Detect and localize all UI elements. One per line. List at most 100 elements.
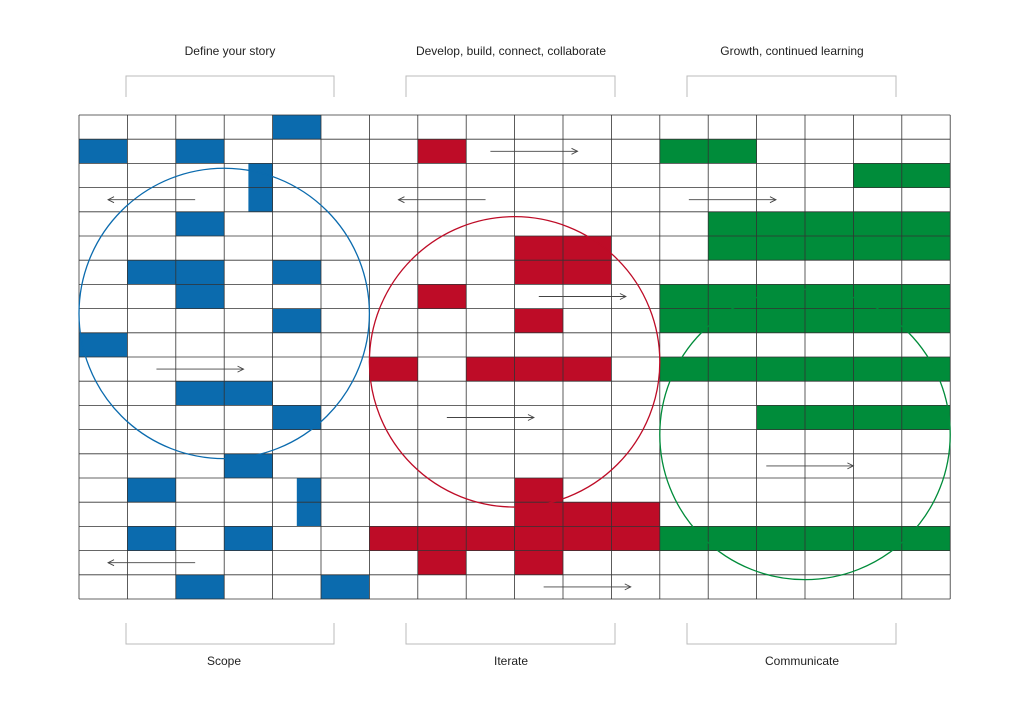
blue-cell [175, 211, 225, 236]
cells-layer [79, 115, 951, 599]
green-cell [756, 526, 805, 551]
blue-cell [224, 526, 273, 551]
section-bottom-label-iterate: Iterate [493, 654, 529, 668]
section-bottom-label-scope: Scope [206, 654, 242, 668]
bottom-bracket [686, 623, 897, 645]
green-cell [756, 236, 805, 261]
top-bracket [125, 75, 335, 97]
red-cell [514, 260, 563, 285]
right-arrow [490, 147, 579, 155]
arrow-head [237, 365, 245, 373]
arrow-head [107, 196, 115, 204]
green-cell [901, 526, 951, 551]
green-cell [901, 284, 951, 309]
red-cell [563, 357, 612, 382]
arrow-head [397, 196, 405, 204]
green-cell [853, 284, 902, 309]
green-circle [659, 288, 951, 581]
blue-cell [127, 526, 176, 551]
red-cell [417, 526, 467, 551]
red-cell [563, 260, 612, 285]
green-cell [756, 357, 805, 382]
green-cell [805, 357, 854, 382]
green-cell [659, 357, 709, 382]
red-cell [417, 550, 467, 575]
bottom-bracket [125, 623, 335, 645]
blue-cell [175, 284, 225, 309]
red-cell [611, 526, 660, 551]
green-cell [659, 526, 709, 551]
arrow-head [847, 462, 855, 470]
arrow-head [107, 559, 115, 567]
green-cell [805, 308, 854, 333]
green-cell [708, 139, 757, 164]
green-cell [853, 211, 902, 236]
blue-cell [175, 381, 225, 406]
green-cell [756, 211, 805, 236]
green-cell [805, 284, 854, 309]
arrow-head [769, 196, 777, 204]
green-cell [901, 163, 951, 188]
left-arrow [107, 559, 196, 567]
green-cell [901, 308, 951, 333]
arrows-layer [107, 147, 855, 591]
red-cell [369, 357, 418, 382]
blue-cell [272, 308, 321, 333]
section-top-label-scope: Define your story [184, 44, 276, 58]
green-cell [708, 211, 757, 236]
green-cell [853, 308, 902, 333]
right-arrow [543, 583, 632, 591]
red-cell [417, 284, 467, 309]
circles-layer [78, 167, 951, 581]
brackets [125, 75, 897, 645]
green-cell [853, 405, 902, 430]
red-circle [368, 215, 661, 508]
blue-cell [224, 381, 273, 406]
green-cell [901, 236, 951, 261]
green-cell [805, 526, 854, 551]
green-cell [901, 357, 951, 382]
green-cell [756, 308, 805, 333]
section-top-label-iterate: Develop, build, connect, collaborate [415, 44, 607, 58]
red-cell [466, 357, 515, 382]
green-cell [708, 357, 757, 382]
section-top-label-communicate: Growth, continued learning [720, 44, 864, 58]
top-bracket [686, 75, 897, 97]
arrow-head [624, 583, 632, 591]
arrow-head [571, 147, 579, 155]
blue-cell [175, 574, 225, 599]
green-cell [805, 236, 854, 261]
green-cell [853, 526, 902, 551]
red-cell [514, 550, 563, 575]
right-arrow [766, 462, 855, 470]
green-cell [853, 357, 902, 382]
green-cell [853, 236, 902, 261]
green-cell [708, 526, 757, 551]
green-cell [708, 308, 757, 333]
arrow-head [527, 414, 535, 421]
blue-cell [272, 405, 321, 430]
blue-cell [175, 139, 225, 164]
blue-cell [321, 574, 370, 599]
right-arrow [538, 293, 627, 300]
green-cell [805, 211, 854, 236]
red-cell [611, 502, 660, 527]
blue-cell [127, 478, 176, 503]
red-cell [466, 526, 515, 551]
green-cell [659, 308, 709, 333]
green-cell [659, 284, 709, 309]
grid-lines [78, 114, 951, 600]
green-cell [708, 236, 757, 261]
red-cell [514, 357, 563, 382]
right-arrow [446, 414, 535, 421]
red-cell [514, 526, 563, 551]
bottom-bracket [405, 623, 616, 645]
blue-cell [175, 260, 225, 285]
left-arrow [397, 196, 486, 204]
red-cell [514, 308, 563, 333]
top-bracket [405, 75, 616, 97]
blue-cell [272, 115, 321, 140]
red-cell [563, 236, 612, 261]
green-cell [659, 139, 709, 164]
